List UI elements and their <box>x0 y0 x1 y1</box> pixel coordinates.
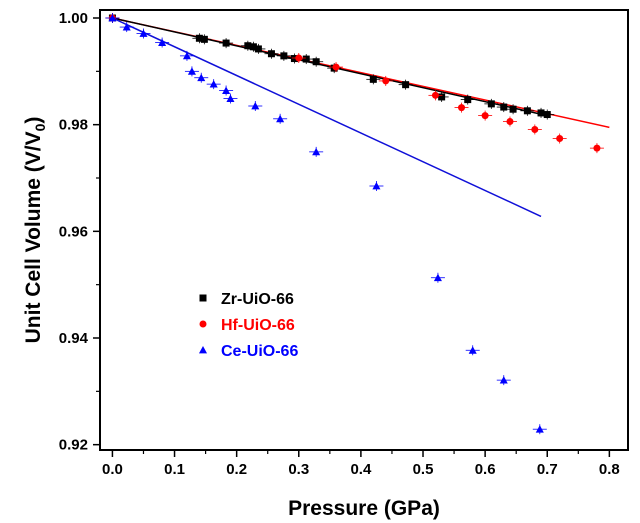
x-tick-label: 0.3 <box>288 461 309 478</box>
data-point <box>295 54 303 62</box>
data-point <box>369 75 377 83</box>
data-point <box>290 55 298 63</box>
x-tick-label: 0.4 <box>350 461 372 478</box>
data-point <box>249 43 257 51</box>
data-point <box>254 45 262 53</box>
data-point <box>222 39 230 47</box>
data-point <box>226 94 235 102</box>
plot-frame <box>99 9 629 451</box>
x-tick-label: 0.1 <box>164 461 185 478</box>
data-point <box>593 144 601 152</box>
series-triangle <box>105 13 547 435</box>
data-point <box>382 77 390 85</box>
x-tick-label: 0.8 <box>599 461 620 478</box>
fit-lines <box>112 17 610 218</box>
y-axis-title: Unit Cell Volume (V/V0) <box>22 117 48 344</box>
data-point <box>481 112 489 120</box>
data-point <box>458 104 466 112</box>
data-point <box>122 23 131 31</box>
data-point <box>537 109 545 117</box>
legend-label: Zr-UiO-66 <box>221 291 294 308</box>
legend-label: Ce-UiO-66 <box>221 343 298 360</box>
y-tick-label: 0.92 <box>59 437 88 454</box>
data-point <box>506 117 514 125</box>
fit-line <box>112 17 542 218</box>
data-point <box>251 101 260 110</box>
data-point <box>500 103 508 111</box>
data-point <box>200 35 208 43</box>
series-square <box>105 13 555 120</box>
data-point <box>531 125 539 133</box>
data-point <box>267 50 275 58</box>
data-point <box>108 13 117 22</box>
data-point <box>523 107 531 115</box>
data-point <box>276 114 285 123</box>
data-point <box>438 93 446 101</box>
data-points <box>105 13 604 435</box>
legend-label: Hf-UiO-66 <box>221 317 295 334</box>
data-point <box>244 42 252 50</box>
data-point <box>402 81 410 89</box>
y-axis-title-close: ) <box>22 117 45 124</box>
y-tick-label: 0.94 <box>59 330 89 347</box>
legend: Zr-UiO-66 Hf-UiO-66 Ce-UiO-66 <box>198 291 298 360</box>
data-point <box>197 73 206 82</box>
series-circle <box>105 13 604 154</box>
data-point <box>222 86 231 94</box>
data-point <box>195 34 203 42</box>
data-point <box>198 345 208 354</box>
data-point <box>182 51 191 60</box>
data-point <box>199 320 207 328</box>
data-point <box>433 273 442 282</box>
data-point <box>372 181 381 190</box>
data-point <box>535 425 544 433</box>
data-point <box>556 135 564 143</box>
data-point <box>199 294 207 302</box>
x-tick-label: 0.5 <box>413 461 434 478</box>
x-tick-label: 0.2 <box>226 461 247 478</box>
data-point <box>487 100 495 108</box>
data-point <box>499 376 508 384</box>
data-point <box>332 63 340 71</box>
y-tick-label: 0.96 <box>59 223 88 240</box>
data-point <box>280 52 288 60</box>
data-point <box>543 111 551 119</box>
data-point <box>464 96 472 104</box>
y-tick-label: 0.98 <box>59 117 88 134</box>
x-axis-title: Pressure (GPa) <box>288 497 440 520</box>
axes: 0.0 0.1 0.2 0.3 0.4 0.5 0.6 0.7 0.8 0.92 0.94 0.96 0… <box>59 9 629 478</box>
x-tick-label: 0.7 <box>537 461 558 478</box>
y-axis-title-subscript: 0 <box>32 123 48 131</box>
data-point <box>312 58 320 66</box>
data-point <box>209 80 218 88</box>
y-axis-title-main: Unit Cell Volume (V/V <box>22 131 45 343</box>
data-point <box>509 105 517 113</box>
data-point <box>431 91 439 99</box>
data-point <box>158 38 167 46</box>
data-point <box>302 55 310 63</box>
data-point <box>187 67 196 75</box>
data-point <box>468 346 477 354</box>
data-point <box>312 147 321 156</box>
y-tick-label: 1.00 <box>59 10 88 27</box>
x-tick-label: 0.0 <box>102 461 123 478</box>
data-point <box>139 29 148 37</box>
x-tick-label: 0.6 <box>475 461 496 478</box>
